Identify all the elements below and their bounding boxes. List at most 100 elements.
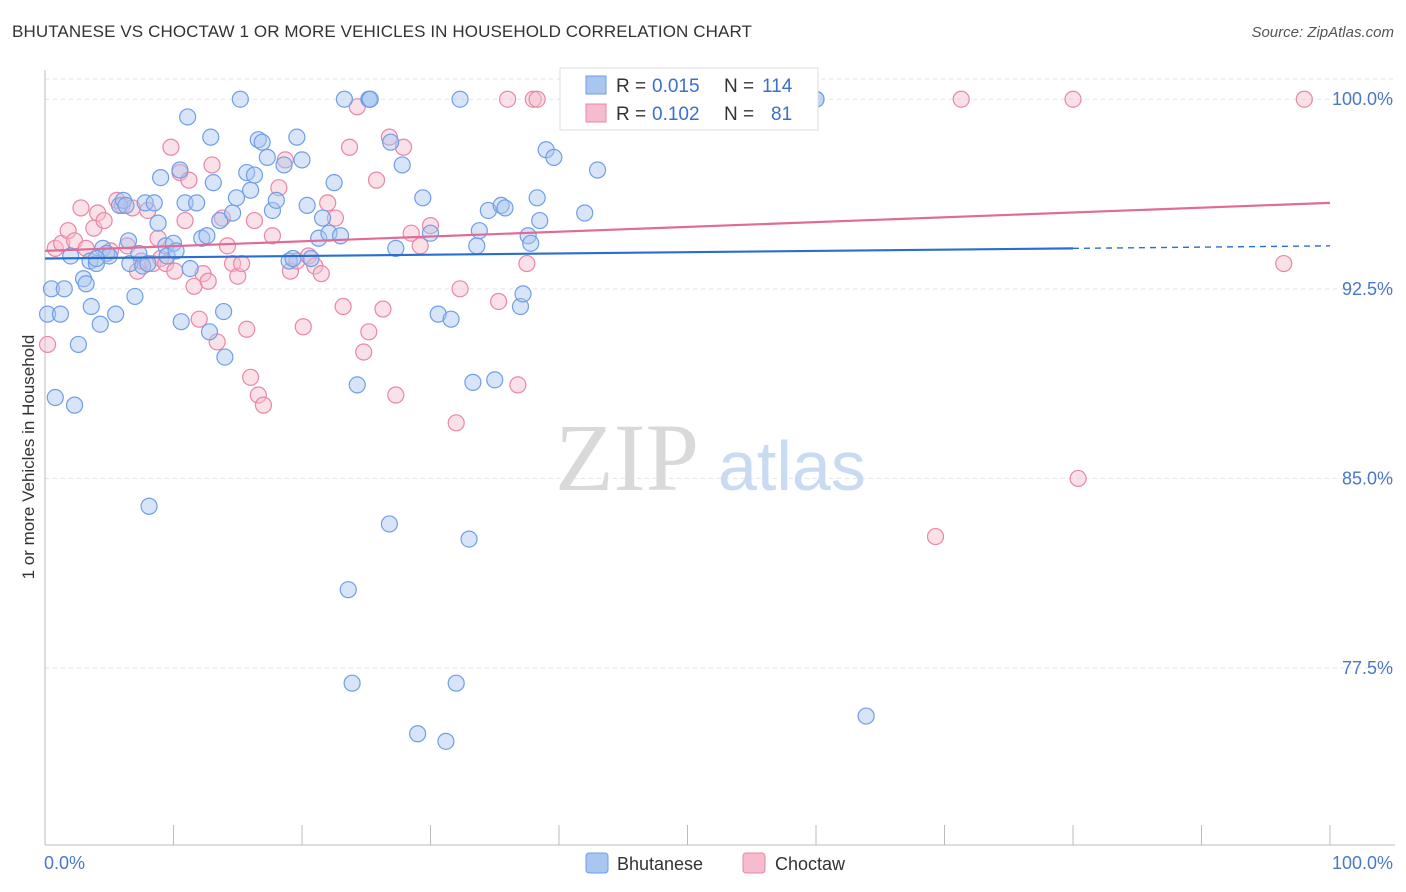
point-bhutanese (87, 254, 106, 273)
point-choctaw (524, 90, 542, 108)
legend-r-value-choctaw: 0.102 (652, 104, 700, 125)
point-choctaw (387, 386, 405, 404)
point-bhutanese (202, 128, 220, 146)
point-choctaw (360, 323, 378, 341)
point-bhutanese (409, 725, 427, 743)
point-bhutanese (139, 254, 157, 273)
point-choctaw (374, 300, 392, 318)
point-choctaw (926, 527, 945, 546)
point-bhutanese (149, 214, 167, 232)
x-tick-label-right: 100.0% (1332, 853, 1393, 873)
point-choctaw (326, 209, 345, 227)
point-choctaw (952, 90, 970, 108)
axes (44, 70, 1395, 846)
point-bhutanese (126, 287, 144, 306)
point-bhutanese (69, 335, 88, 354)
choctaw-points (38, 90, 1313, 546)
y-tick-label: 92.5% (1342, 279, 1393, 299)
legend-n-label-choctaw: N = (724, 104, 754, 125)
point-bhutanese (421, 224, 440, 242)
y-tick-labels: 100.0% 92.5% 85.0% 77.5% (1332, 89, 1393, 678)
legend-n-value-choctaw: 81 (771, 104, 792, 125)
point-bhutanese (245, 166, 264, 184)
point-bhutanese (152, 168, 170, 187)
x-tick-label-left: 0.0% (44, 853, 85, 873)
point-bhutanese (242, 181, 260, 199)
point-bhutanese (62, 247, 80, 265)
point-bhutanese (42, 280, 61, 298)
point-bhutanese (442, 310, 460, 328)
trend-line-bhutanese-extension (1072, 245, 1331, 250)
legend-n-label-bhutanese: N = (724, 76, 754, 97)
point-bhutanese (387, 239, 405, 257)
point-choctaw (229, 267, 247, 285)
point-choctaw (499, 90, 517, 108)
point-bhutanese (470, 222, 488, 240)
point-bhutanese (313, 209, 332, 227)
point-bhutanese (38, 305, 57, 323)
point-choctaw (270, 179, 288, 197)
point-bhutanese (275, 156, 293, 174)
y-tick-label: 85.0% (1342, 468, 1393, 488)
point-bhutanese (107, 305, 125, 323)
point-bhutanese (140, 497, 158, 515)
series-legend: Bhutanese Choctaw (585, 852, 846, 874)
point-choctaw (176, 211, 194, 230)
point-bhutanese (211, 211, 229, 230)
point-choctaw (218, 237, 237, 255)
trend-line-choctaw (44, 201, 1331, 253)
point-choctaw (245, 211, 264, 230)
trend-lines (44, 201, 1331, 260)
point-bhutanese (429, 305, 447, 323)
point-bhutanese (91, 315, 109, 333)
legend-r-label-choctaw: R = (616, 104, 646, 125)
trend-line-bhutanese (44, 247, 1074, 260)
point-bhutanese (576, 204, 594, 222)
point-choctaw (1275, 254, 1293, 273)
point-choctaw (238, 320, 256, 338)
source-label: Source: ZipAtlas.com (1251, 24, 1394, 41)
point-choctaw (334, 297, 352, 316)
point-bhutanese (55, 280, 73, 298)
y-tick-label: 77.5% (1342, 658, 1393, 678)
legend-swatch-choctaw (585, 103, 607, 123)
point-choctaw (355, 343, 373, 361)
point-bhutanese (302, 249, 320, 268)
legend-swatch-bhutanese (585, 75, 607, 95)
point-choctaw (199, 272, 217, 290)
point-bhutanese (145, 194, 163, 212)
point-bhutanese (46, 388, 64, 407)
point-bhutanese (310, 229, 328, 247)
point-choctaw (249, 386, 267, 404)
point-choctaw (254, 396, 273, 414)
watermark-zip: ZIP (555, 404, 699, 511)
point-choctaw (59, 222, 77, 240)
series-legend-swatch-choctaw (742, 852, 766, 874)
point-bhutanese (231, 90, 249, 108)
point-bhutanese (77, 275, 95, 293)
point-choctaw (162, 138, 180, 156)
point-bhutanese (414, 189, 432, 207)
point-bhutanese (171, 161, 189, 179)
point-choctaw (1064, 90, 1082, 108)
watermark-atlas: atlas (718, 427, 866, 505)
point-choctaw (166, 262, 184, 280)
point-bhutanese (136, 194, 154, 212)
point-bhutanese (393, 156, 411, 174)
point-choctaw (233, 254, 251, 273)
point-choctaw (242, 368, 260, 386)
y-tick-label: 100.0% (1332, 89, 1393, 109)
point-bhutanese (198, 227, 216, 245)
legend-n-value-bhutanese: 114 (762, 76, 793, 97)
point-choctaw (509, 376, 527, 394)
point-bhutanese (339, 581, 357, 599)
point-choctaw (340, 138, 359, 156)
point-bhutanese (267, 191, 285, 209)
point-choctaw (394, 138, 413, 156)
y-axis-label: 1 or more Vehicles in Household (19, 335, 38, 580)
point-choctaw (319, 194, 337, 212)
point-choctaw (190, 310, 208, 328)
point-bhutanese (172, 313, 190, 331)
point-choctaw (263, 227, 282, 245)
